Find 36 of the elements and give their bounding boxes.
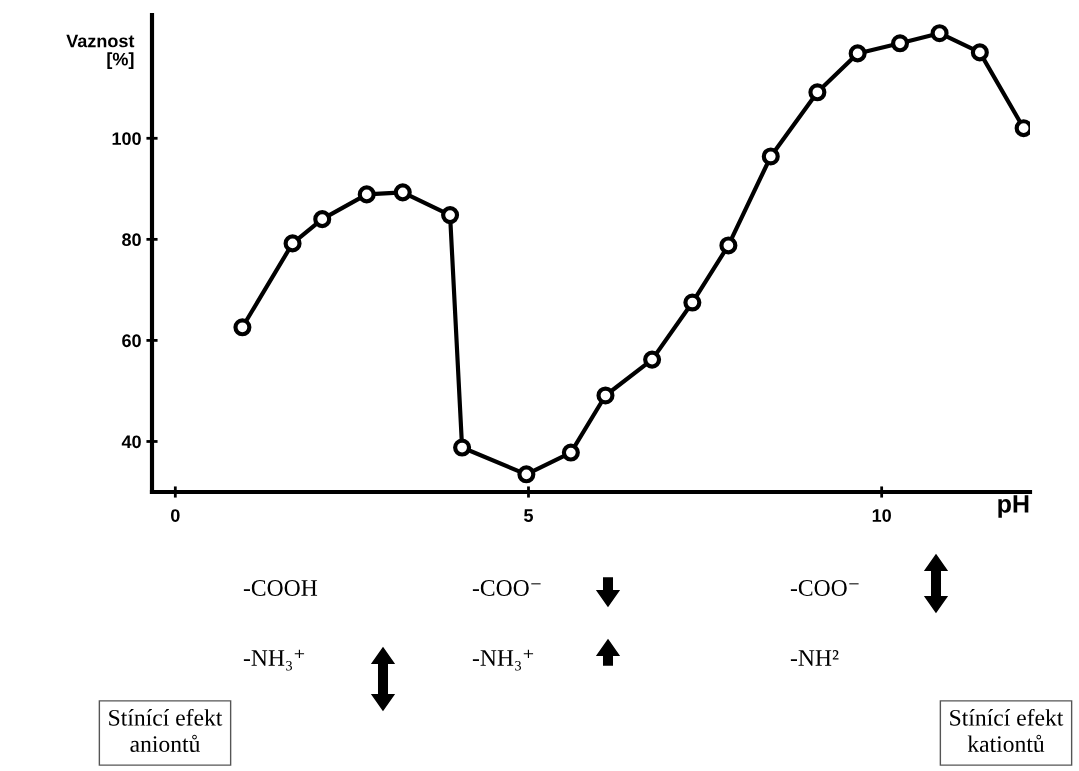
point (891, 34, 910, 53)
text: -NH₃⁺ (243, 649, 305, 671)
text: -COO⁻ (472, 580, 541, 596)
text: Stínící efekt aniontů (109, 708, 223, 753)
point (233, 318, 252, 337)
y-tick-label: 60 (122, 334, 141, 348)
x-tick-label: 5 (524, 509, 534, 522)
y-tick-label: 40 (121, 435, 141, 449)
text: -NH² (790, 650, 839, 666)
text: -COO⁻ (790, 580, 859, 596)
text: -COOH (243, 580, 318, 596)
text: -NH₃⁺ (472, 649, 534, 671)
point (393, 183, 412, 202)
point (357, 185, 376, 204)
x-tick-label: 0 (171, 509, 180, 522)
point (441, 206, 460, 225)
point (808, 83, 827, 102)
point (761, 147, 780, 166)
point (596, 386, 615, 405)
point (517, 465, 536, 484)
y-tick-label: 100 (112, 132, 141, 146)
point (683, 293, 702, 312)
point (848, 44, 867, 63)
text: Stínící efekt kationtů (950, 708, 1064, 753)
point (719, 236, 738, 255)
y-axis-title: Vaznost [%] (66, 34, 135, 70)
point (313, 210, 332, 229)
point (643, 350, 662, 369)
x-tick-label: 10 (872, 509, 891, 522)
x-axis-title: pH (998, 495, 1029, 518)
y-tick-label: 80 (122, 233, 141, 247)
point (283, 234, 302, 253)
point (453, 438, 472, 457)
point (561, 443, 580, 462)
point (970, 43, 989, 62)
point (930, 24, 949, 43)
